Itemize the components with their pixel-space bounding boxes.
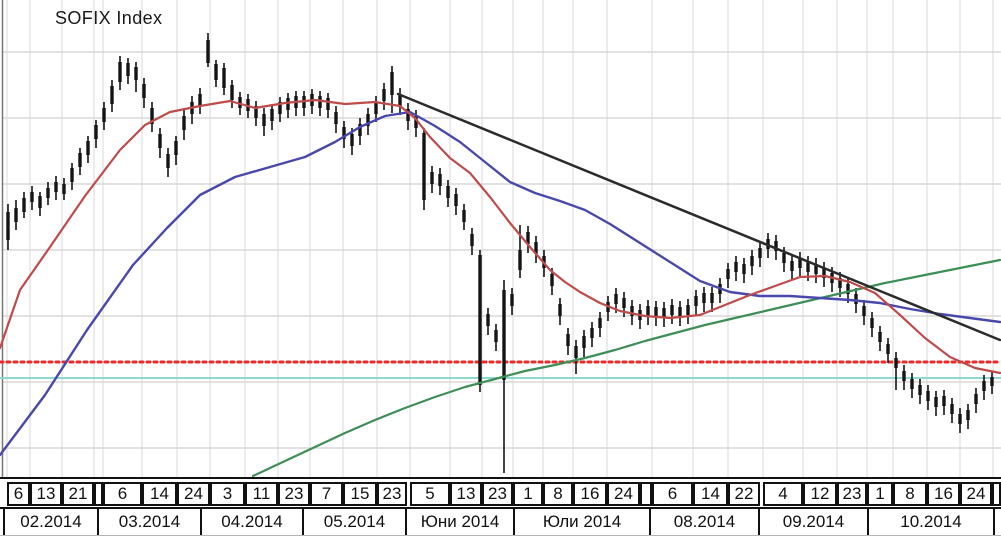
x-axis-day-tick: 16 <box>573 482 607 506</box>
x-axis-day-tick: 15 <box>343 482 377 506</box>
overlays-below-price <box>0 360 1001 379</box>
x-axis-month-cell: 08.2014 <box>649 509 758 535</box>
x-axis-day-tick: 16 <box>927 482 960 506</box>
downtrend-line-black <box>396 92 1001 342</box>
x-axis-month-cell: 04.2014 <box>200 509 302 535</box>
x-axis-day-tick: 8 <box>893 482 927 506</box>
x-axis-day-tick: 5 <box>410 482 450 506</box>
x-axis-days-row: 6 13 21 6 14 24 3 11 23 7 15 23 5 13 23 1 8 16 24 6 14 22 4 12 2… <box>0 479 1001 507</box>
x-axis-month-cell: 10.2014 <box>867 509 993 535</box>
x-axis-day-tick <box>640 482 652 506</box>
x-axis-day-tick: 22 <box>728 482 760 506</box>
ma-fast-red <box>0 98 1001 375</box>
x-axis-month-cell: Юли 2014 <box>513 509 649 535</box>
x-axis-day-tick: 1 <box>513 482 543 506</box>
x-axis-day-tick: 7 <box>310 482 343 506</box>
x-axis-month-cell: 05.2014 <box>302 509 405 535</box>
ma-long-green <box>251 258 1001 477</box>
x-axis-day-tick: 14 <box>693 482 728 506</box>
x-axis-day-tick: 24 <box>177 482 210 506</box>
x-axis-day-tick: 23 <box>482 482 513 506</box>
x-axis-day-tick: 6 <box>7 482 30 506</box>
x-axis-month-cell: 09.2014 <box>758 509 867 535</box>
x-axis-day-tick: 12 <box>803 482 837 506</box>
x-axis-month-cell: Юни 2014 <box>405 509 513 535</box>
x-axis-day-tick: 21 <box>62 482 94 506</box>
x-axis-day-tick: 14 <box>142 482 177 506</box>
x-axis-day-tick: 8 <box>543 482 573 506</box>
overlays-above-price <box>0 92 1001 477</box>
x-axis-month-cell: 03.2014 <box>97 509 200 535</box>
x-axis-day-tick: 13 <box>30 482 62 506</box>
x-axis-day-tick <box>94 482 103 506</box>
x-axis: 6 13 21 6 14 24 3 11 23 7 15 23 5 13 23 1 8 16 24 6 14 22 4 12 2… <box>0 477 1001 540</box>
x-axis-day-tick: 24 <box>607 482 640 506</box>
x-axis-day-tick: 6 <box>103 482 142 506</box>
price-plot-svg[interactable] <box>0 0 1001 477</box>
x-axis-day-tick: 1 <box>867 482 893 506</box>
x-axis-day-tick: 23 <box>278 482 310 506</box>
x-axis-month-cell <box>993 509 1001 535</box>
x-axis-day-tick <box>992 482 1001 506</box>
x-axis-day-tick: 13 <box>450 482 482 506</box>
chart-title: SOFIX Index <box>55 8 163 28</box>
vertical-gridlines <box>6 0 994 477</box>
x-axis-day-tick: 11 <box>245 482 278 506</box>
x-axis-day-tick: 6 <box>652 482 693 506</box>
x-axis-day-tick: 24 <box>960 482 992 506</box>
x-axis-day-tick: 23 <box>377 482 407 506</box>
x-axis-day-tick: 23 <box>837 482 867 506</box>
ma-slow-blue <box>0 110 1001 457</box>
x-axis-month-cell: 02.2014 <box>3 509 97 535</box>
x-axis-day-tick: 4 <box>763 482 803 506</box>
horizontal-gridlines <box>2 51 1001 449</box>
x-axis-months-row: 02.2014 03.2014 04.2014 05.2014 Юни 2014 Юли … <box>0 507 1001 536</box>
candlesticks <box>6 33 994 473</box>
x-axis-day-tick: 3 <box>210 482 245 506</box>
